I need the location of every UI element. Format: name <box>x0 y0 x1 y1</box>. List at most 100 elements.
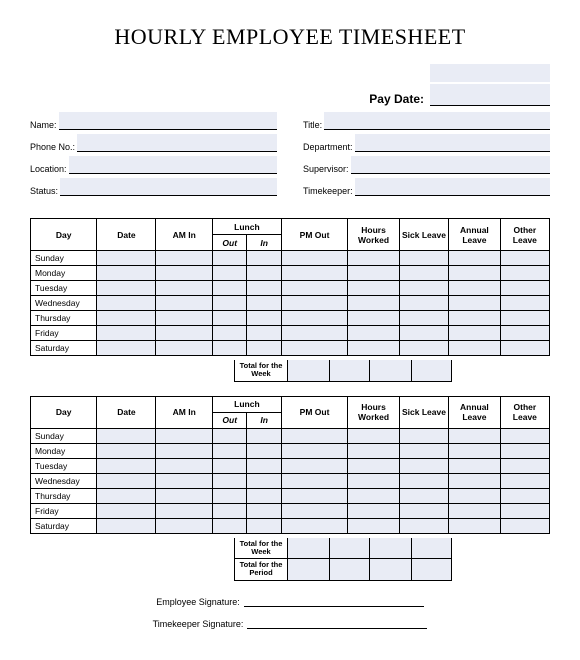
field-input[interactable] <box>59 112 277 130</box>
data-cell[interactable] <box>449 503 501 518</box>
total-period-sick[interactable] <box>330 559 370 581</box>
field-input[interactable] <box>77 134 277 152</box>
data-cell[interactable] <box>213 473 247 488</box>
timekeeper-signature-line[interactable] <box>247 617 427 629</box>
data-cell[interactable] <box>97 266 156 281</box>
data-cell[interactable] <box>399 326 448 341</box>
data-cell[interactable] <box>348 326 400 341</box>
data-cell[interactable] <box>247 266 281 281</box>
data-cell[interactable] <box>281 326 347 341</box>
data-cell[interactable] <box>247 311 281 326</box>
data-cell[interactable] <box>348 473 400 488</box>
data-cell[interactable] <box>449 518 501 533</box>
field-input[interactable] <box>69 156 277 174</box>
data-cell[interactable] <box>247 326 281 341</box>
total-week2-hours[interactable] <box>288 538 330 560</box>
total-week-other[interactable] <box>412 360 452 382</box>
data-cell[interactable] <box>213 311 247 326</box>
data-cell[interactable] <box>213 443 247 458</box>
data-cell[interactable] <box>449 251 501 266</box>
data-cell[interactable] <box>281 281 347 296</box>
data-cell[interactable] <box>97 503 156 518</box>
data-cell[interactable] <box>399 503 448 518</box>
data-cell[interactable] <box>500 296 549 311</box>
data-cell[interactable] <box>348 251 400 266</box>
data-cell[interactable] <box>500 443 549 458</box>
field-input[interactable] <box>351 156 550 174</box>
data-cell[interactable] <box>97 296 156 311</box>
data-cell[interactable] <box>399 473 448 488</box>
data-cell[interactable] <box>97 488 156 503</box>
paydate-input[interactable] <box>430 84 550 106</box>
data-cell[interactable] <box>348 428 400 443</box>
data-cell[interactable] <box>399 251 448 266</box>
data-cell[interactable] <box>281 428 347 443</box>
data-cell[interactable] <box>213 518 247 533</box>
data-cell[interactable] <box>156 326 213 341</box>
total-week2-sick[interactable] <box>330 538 370 560</box>
data-cell[interactable] <box>213 488 247 503</box>
data-cell[interactable] <box>247 341 281 356</box>
data-cell[interactable] <box>156 458 213 473</box>
data-cell[interactable] <box>247 458 281 473</box>
data-cell[interactable] <box>156 443 213 458</box>
data-cell[interactable] <box>399 458 448 473</box>
data-cell[interactable] <box>348 281 400 296</box>
data-cell[interactable] <box>500 428 549 443</box>
data-cell[interactable] <box>449 326 501 341</box>
total-period-hours[interactable] <box>288 559 330 581</box>
total-period-other[interactable] <box>412 559 452 581</box>
data-cell[interactable] <box>500 281 549 296</box>
data-cell[interactable] <box>500 503 549 518</box>
data-cell[interactable] <box>213 503 247 518</box>
employee-signature-line[interactable] <box>244 595 424 607</box>
data-cell[interactable] <box>500 326 549 341</box>
data-cell[interactable] <box>500 341 549 356</box>
data-cell[interactable] <box>156 488 213 503</box>
data-cell[interactable] <box>348 341 400 356</box>
total-week-annual[interactable] <box>370 360 412 382</box>
data-cell[interactable] <box>449 296 501 311</box>
data-cell[interactable] <box>399 311 448 326</box>
data-cell[interactable] <box>500 488 549 503</box>
data-cell[interactable] <box>281 473 347 488</box>
field-input[interactable] <box>355 178 550 196</box>
data-cell[interactable] <box>500 473 549 488</box>
data-cell[interactable] <box>500 251 549 266</box>
data-cell[interactable] <box>213 281 247 296</box>
total-period-annual[interactable] <box>370 559 412 581</box>
data-cell[interactable] <box>156 266 213 281</box>
data-cell[interactable] <box>281 458 347 473</box>
data-cell[interactable] <box>213 266 247 281</box>
data-cell[interactable] <box>213 296 247 311</box>
total-week2-other[interactable] <box>412 538 452 560</box>
data-cell[interactable] <box>97 341 156 356</box>
total-week2-annual[interactable] <box>370 538 412 560</box>
data-cell[interactable] <box>97 473 156 488</box>
data-cell[interactable] <box>97 251 156 266</box>
data-cell[interactable] <box>399 488 448 503</box>
data-cell[interactable] <box>97 443 156 458</box>
data-cell[interactable] <box>156 503 213 518</box>
data-cell[interactable] <box>247 503 281 518</box>
data-cell[interactable] <box>97 518 156 533</box>
data-cell[interactable] <box>281 251 347 266</box>
data-cell[interactable] <box>281 341 347 356</box>
data-cell[interactable] <box>449 458 501 473</box>
data-cell[interactable] <box>156 281 213 296</box>
data-cell[interactable] <box>500 518 549 533</box>
data-cell[interactable] <box>213 251 247 266</box>
data-cell[interactable] <box>399 266 448 281</box>
data-cell[interactable] <box>281 503 347 518</box>
data-cell[interactable] <box>247 281 281 296</box>
field-input[interactable] <box>60 178 277 196</box>
data-cell[interactable] <box>247 443 281 458</box>
data-cell[interactable] <box>281 266 347 281</box>
data-cell[interactable] <box>348 311 400 326</box>
data-cell[interactable] <box>97 458 156 473</box>
data-cell[interactable] <box>449 428 501 443</box>
data-cell[interactable] <box>281 311 347 326</box>
data-cell[interactable] <box>97 281 156 296</box>
data-cell[interactable] <box>97 311 156 326</box>
data-cell[interactable] <box>213 326 247 341</box>
